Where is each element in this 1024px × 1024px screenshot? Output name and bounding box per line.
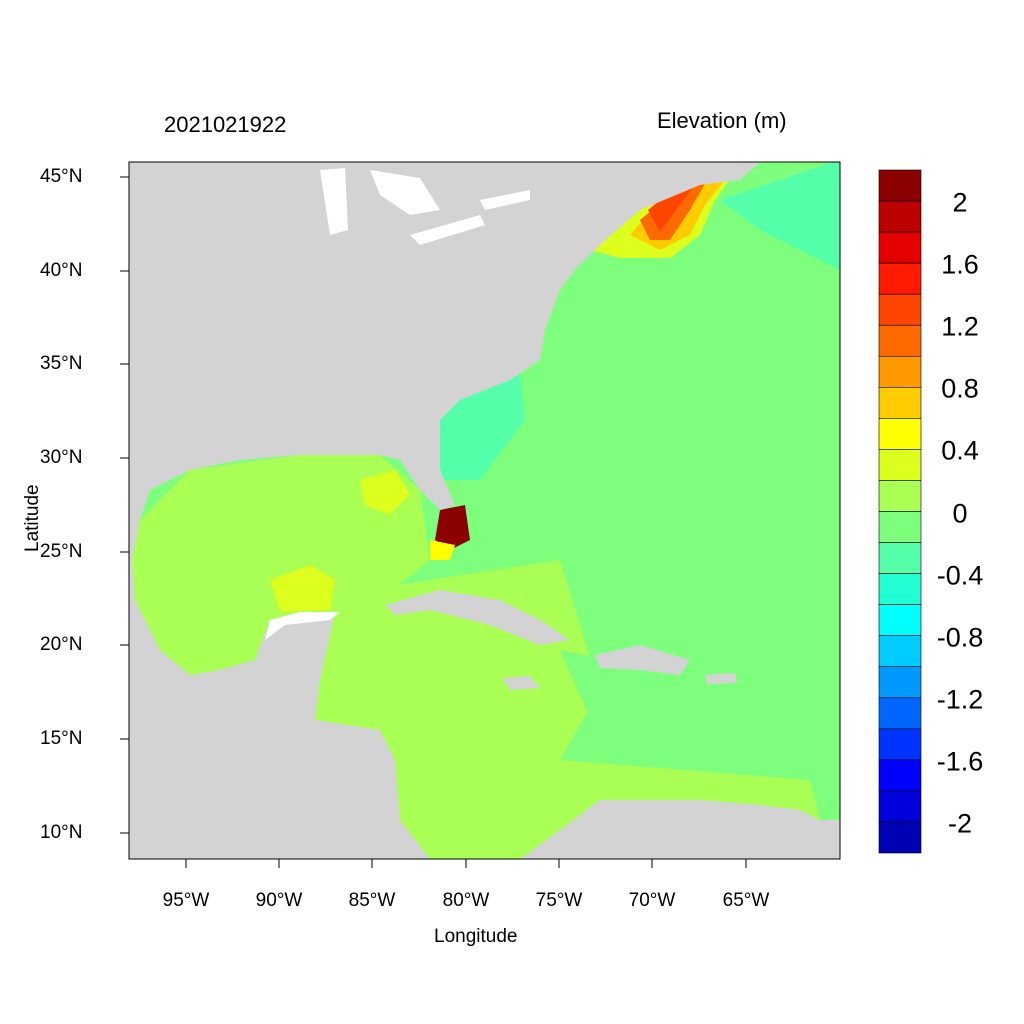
y-tick-label: 35°N: [40, 353, 83, 374]
colorbar-swatch: [878, 759, 922, 792]
colorbar: [878, 169, 922, 854]
map-frame: [128, 161, 841, 860]
x-tick-label: 90°W: [255, 890, 303, 911]
colorbar-swatch: [878, 262, 922, 295]
lake-ontario: [480, 190, 530, 210]
colorbar-swatch: [878, 697, 922, 730]
colorbar-swatch: [878, 387, 922, 419]
colorbar-swatch: [878, 480, 922, 512]
colorbar-swatch: [878, 169, 922, 202]
colorbar-label: 1.2: [941, 311, 979, 342]
colorbar-swatch: [878, 604, 922, 636]
y-tick-label: 40°N: [40, 260, 83, 281]
lake-erie: [410, 215, 485, 245]
colorbar-label: 0: [952, 498, 968, 528]
x-tick-label: 80°W: [442, 890, 490, 911]
colorbar-swatch: [878, 231, 922, 264]
colorbar-swatch: [878, 728, 922, 761]
y-tick-label: 30°N: [40, 447, 83, 468]
colorbar-label: 0.8: [941, 373, 979, 404]
colorbar-swatch: [878, 511, 922, 543]
y-tick-marks: [120, 176, 129, 834]
x-tick-label: 70°W: [628, 890, 676, 911]
colorbar-swatch: [878, 324, 922, 357]
cuba: [385, 590, 570, 645]
florida-surge-yellow: [430, 540, 455, 560]
east-caribbean: [560, 650, 820, 780]
gulf-positive-patch: [270, 565, 335, 612]
yucatan-coast: [265, 612, 340, 640]
jamaica: [502, 676, 540, 690]
colorbar-swatch: [878, 573, 922, 605]
y-tick-label: 45°N: [40, 166, 83, 187]
colorbar-swatch: [878, 635, 922, 668]
hispaniola: [595, 645, 690, 675]
colorbar-swatch: [878, 821, 922, 854]
colorbar-label: -2: [947, 808, 973, 839]
ne-surge-higher: [648, 178, 700, 232]
colorbar-label: -1.6: [936, 746, 984, 777]
lake-huron: [370, 170, 440, 215]
colorbar-swatch: [878, 542, 922, 574]
y-tick-label: 20°N: [40, 634, 83, 655]
y-axis-label: Latitude: [22, 484, 43, 552]
colorbar-swatch: [878, 790, 922, 823]
variable-title: Elevation (m): [657, 108, 787, 133]
x-tick-label: 75°W: [535, 890, 583, 911]
gulf-positive-patch-2: [360, 470, 410, 515]
y-tick-label: 15°N: [40, 728, 83, 749]
north-america-land: [129, 162, 760, 530]
puerto-rico: [705, 673, 737, 684]
florida-surge-extreme: [435, 505, 470, 550]
timestamp-title: 2021021922: [164, 112, 287, 137]
y-tick-label: 25°N: [40, 541, 83, 562]
gulf-of-mexico: [130, 455, 430, 675]
colorbar-swatch: [878, 293, 922, 326]
lake-michigan: [320, 168, 348, 235]
colorbar-label: -0.8: [936, 622, 984, 653]
y-tick-label: 10°N: [40, 822, 83, 843]
x-axis-label: Longitude: [434, 926, 518, 947]
central-america-land: [129, 520, 430, 859]
colorbar-swatch: [878, 355, 922, 388]
map-area: [129, 162, 840, 859]
x-tick-label: 65°W: [722, 890, 770, 911]
colorbar-swatch: [878, 418, 922, 450]
colorbar-swatch: [878, 449, 922, 481]
se-coast-negative: [440, 370, 525, 480]
south-america-land: [520, 800, 840, 859]
x-tick-marks: [185, 859, 747, 868]
colorbar-label: 2: [952, 187, 968, 218]
caribbean-sea: [300, 560, 820, 859]
colorbar-swatch: [878, 666, 922, 699]
colorbar-label: -0.4: [936, 560, 984, 591]
ne-offshore-negative: [720, 162, 840, 270]
colorbar-label: -1.2: [936, 684, 984, 715]
colorbar-swatch: [878, 200, 922, 233]
x-tick-label: 85°W: [348, 890, 396, 911]
colorbar-label: 0.4: [941, 435, 979, 466]
x-tick-label: 95°W: [162, 890, 210, 911]
colorbar-label: 1.6: [941, 249, 979, 280]
